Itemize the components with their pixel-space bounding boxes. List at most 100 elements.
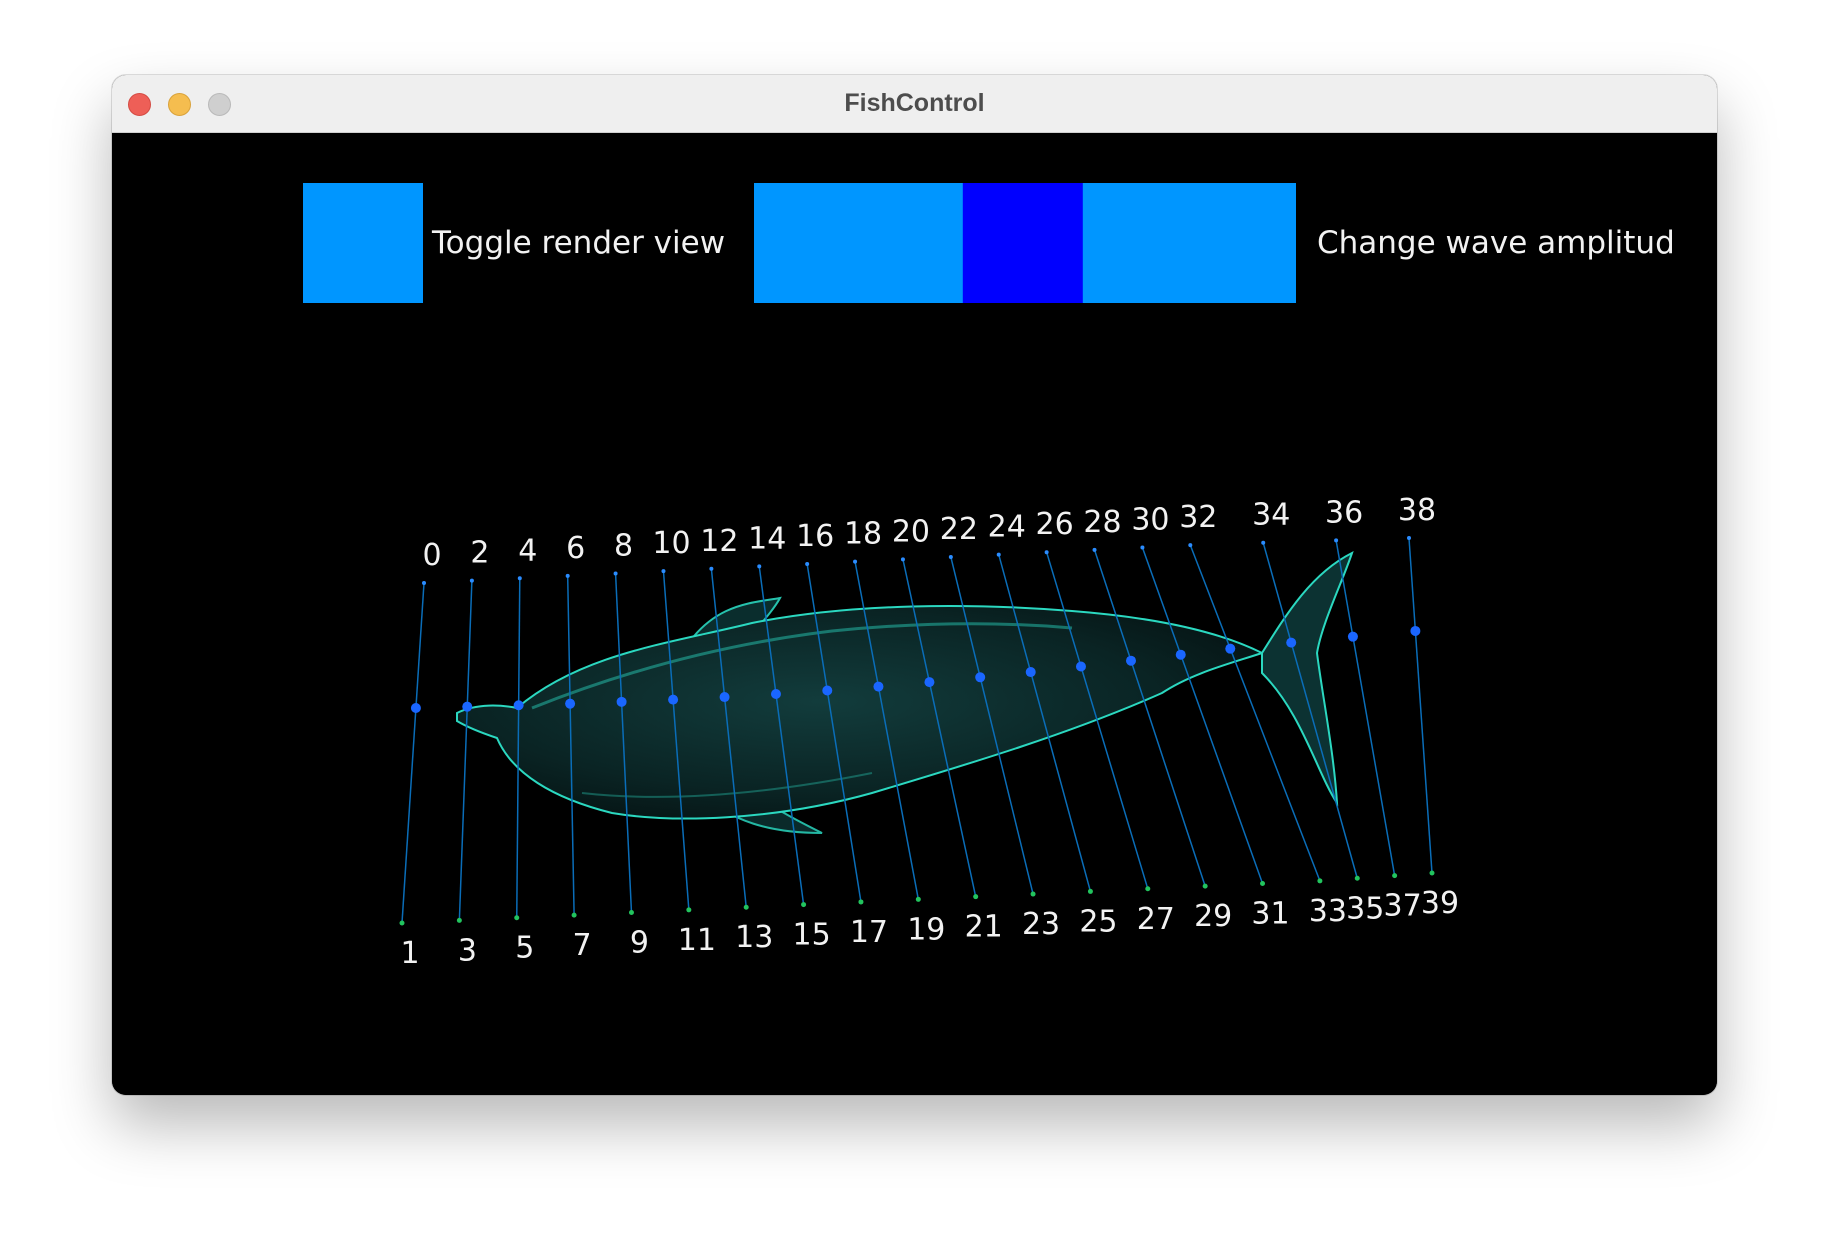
top-joint-label: 20 [892,514,930,549]
top-joint-label: 38 [1398,493,1436,528]
skeleton-line [950,556,1034,895]
joint-dot [924,677,935,688]
bottom-joint-label: 15 [792,918,830,953]
bottom-joint-label: 39 [1421,886,1459,921]
joint-dot [1410,625,1421,636]
top-anchor [709,566,714,571]
top-anchor [1334,538,1339,543]
bottom-joint-label: 17 [850,915,888,950]
close-button[interactable] [128,93,151,116]
joint-dot [770,689,781,700]
bottom-anchor [1202,883,1208,889]
top-joint-label: 10 [652,526,690,561]
joint-dot [1347,631,1358,642]
top-joint-label: 14 [748,521,786,556]
skeleton-line [614,573,633,913]
bottom-joint-label: 3 [458,933,477,968]
bottom-anchor [456,917,462,923]
bottom-anchor [1429,870,1435,876]
top-joint-label: 8 [614,529,633,564]
joint-dot [410,703,421,713]
top-anchor [661,569,666,574]
bottom-joint-label: 5 [515,931,534,966]
skeleton-line [1335,540,1396,876]
skeleton-line [566,575,575,916]
bottom-anchor [1087,888,1093,894]
skeleton-line [662,571,690,910]
top-joint-label: 28 [1083,505,1121,540]
bottom-joint-label: 11 [678,923,716,958]
top-anchor [1044,550,1049,555]
bottom-anchor [1317,878,1323,884]
amplitude-label: Change wave amplitud [1317,225,1675,261]
skeleton-line [902,559,977,897]
top-anchor [422,581,426,585]
skeleton-line [998,554,1092,892]
top-anchor [613,571,618,576]
bottom-anchor [1260,881,1266,887]
skeleton-line [1262,542,1358,879]
bottom-joint-label: 27 [1137,902,1175,937]
bottom-joint-label: 19 [907,912,945,947]
top-anchor [1140,545,1145,550]
joint-dot [513,700,524,711]
bottom-joint-label: 25 [1079,904,1117,939]
amplitude-slider[interactable] [754,183,1296,303]
skeleton-line [1408,537,1433,874]
top-anchor [517,576,522,581]
joint-dot [462,701,473,712]
top-joint-label: 24 [988,510,1026,545]
skeleton-line [854,561,920,900]
top-joint-label: 16 [796,519,834,554]
zoom-button[interactable] [208,93,231,116]
top-anchor [853,559,858,564]
slider-thumb[interactable] [962,183,1083,303]
top-anchor [1092,547,1097,552]
bottom-anchor [399,920,405,926]
bottom-joint-label: 33 [1309,894,1347,929]
skeleton-line [806,563,862,903]
top-joint-label: 26 [1036,507,1074,542]
skeleton-line [401,582,425,924]
belly-highlight [581,772,873,798]
joint-dot [616,696,627,707]
minimize-button[interactable] [168,93,191,116]
bottom-anchor [1392,873,1398,879]
top-anchor [1261,540,1266,545]
joint-dot [1075,661,1086,672]
joint-dot [975,672,986,683]
bottom-anchor [1030,891,1036,897]
tail-fin [1261,551,1354,807]
bottom-joint-label: 29 [1194,899,1232,934]
top-joint-label: 32 [1179,500,1217,535]
bottom-anchor [628,909,634,915]
bottom-anchor [973,894,979,900]
render-canvas: 0 1 2 3 4 5 6 7 8 9 10 11 12 13 14 15 16 17 18 19 20 21 22 23 24… [112,133,1717,1095]
skeleton-line [758,566,805,905]
top-joint-label: 12 [700,524,738,559]
skeleton-overlay: 0123456789101112131415161718192021222324… [399,493,1459,971]
joint-dot [1125,655,1136,666]
top-anchor [757,564,762,569]
skeleton-line [1045,551,1149,890]
toggle-render-label: Toggle render view [432,225,726,261]
bottom-joint-label: 7 [573,928,592,963]
top-anchor [565,573,570,578]
fish-scene: 0123456789101112131415161718192021222324… [303,183,1459,971]
top-anchor [1407,536,1411,540]
skeleton-line [710,568,747,908]
joint-dot [873,681,884,692]
bottom-anchor [1145,886,1151,892]
skeleton-line [515,578,521,918]
skeleton-line [1141,547,1264,884]
toggle-render-button[interactable] [303,183,423,303]
top-joint-label: 18 [844,517,882,552]
top-anchor [900,557,905,562]
bottom-anchor [915,896,921,902]
app-window: FishControl [112,75,1717,1095]
bottom-joint-label: 35 [1346,891,1384,926]
title-bar: FishControl [112,75,1717,133]
top-joint-label: 6 [566,531,585,566]
joint-dot [719,692,730,703]
skeleton-line [458,580,473,921]
